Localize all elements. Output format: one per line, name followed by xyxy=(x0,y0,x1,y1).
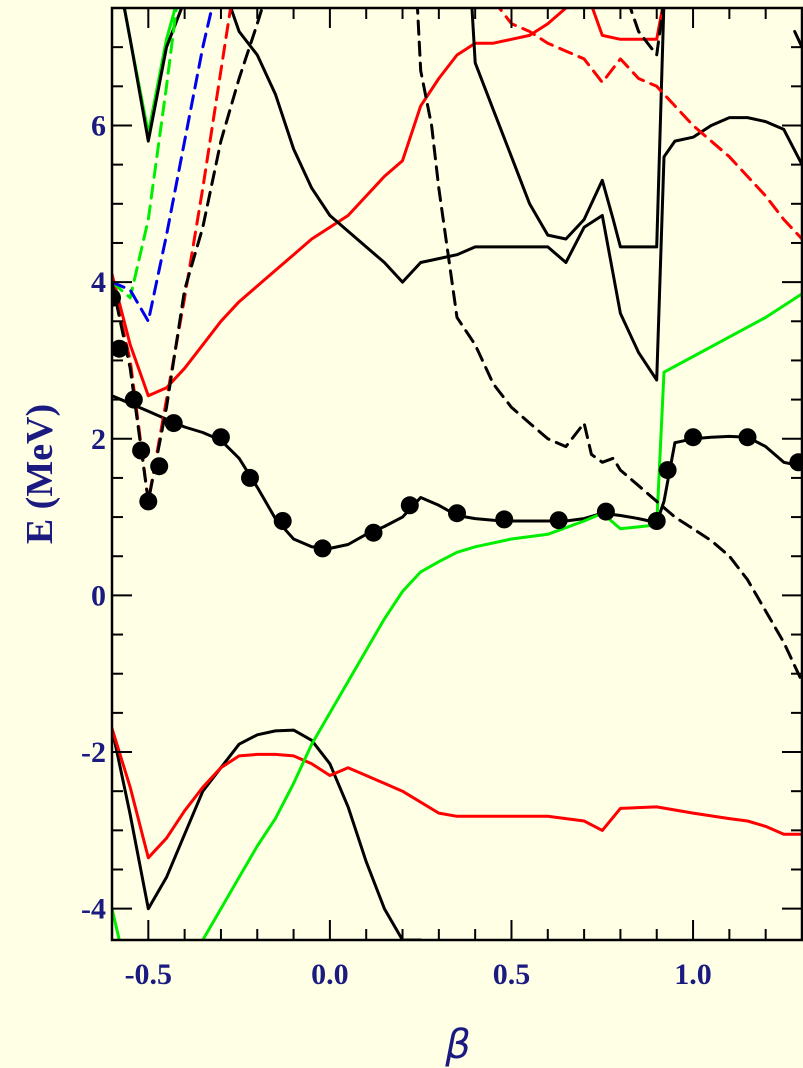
series-line-16 xyxy=(628,8,665,57)
x-tick-label-0: -0.5 xyxy=(125,958,173,991)
series-line-3 xyxy=(112,292,802,940)
data-point-2 xyxy=(124,390,143,409)
series-line-13 xyxy=(112,8,264,503)
data-point-4 xyxy=(139,492,158,511)
series-line-14 xyxy=(415,8,802,683)
data-point-8 xyxy=(241,468,259,487)
plot-frame xyxy=(110,6,803,942)
data-point-13 xyxy=(448,504,466,523)
series-line-6 xyxy=(470,8,666,249)
data-point-1 xyxy=(112,339,129,358)
data-point-18 xyxy=(658,461,677,480)
y-tick-label-0: -4 xyxy=(81,893,106,926)
data-point-6 xyxy=(164,414,183,433)
data-point-19 xyxy=(684,428,703,447)
data-point-9 xyxy=(273,512,292,530)
y-tick-label-3: 2 xyxy=(91,423,106,456)
points-layer xyxy=(112,288,802,558)
series-line-2 xyxy=(112,727,802,860)
data-point-5 xyxy=(150,457,169,476)
y-tick-label-2: 0 xyxy=(91,579,106,612)
y-axis-title: E (MeV) xyxy=(19,404,61,544)
data-point-0 xyxy=(112,288,121,307)
series-line-15 xyxy=(497,8,802,241)
tick-labels-layer: -0.5 0.0 0.5 1.0 -4 -2 0 2 4 6 xyxy=(81,109,712,991)
series-line-11 xyxy=(112,8,214,323)
data-point-7 xyxy=(211,428,230,447)
y-tick-label-1: -2 xyxy=(81,736,106,769)
data-point-12 xyxy=(400,496,419,515)
data-point-11 xyxy=(364,523,383,542)
ticks-layer xyxy=(112,7,803,940)
data-point-16 xyxy=(596,502,615,521)
data-point-17 xyxy=(647,512,666,530)
data-point-20 xyxy=(738,428,757,447)
x-axis-title: β xyxy=(444,1022,471,1068)
data-point-10 xyxy=(313,539,332,558)
series-line-1 xyxy=(112,727,423,940)
data-point-14 xyxy=(495,510,514,529)
y-tick-label-5: 6 xyxy=(91,109,106,142)
x-tick-label-2: 0.5 xyxy=(493,958,531,991)
data-point-21 xyxy=(789,453,802,472)
x-tick-label-3: 1.0 xyxy=(674,958,712,991)
series-line-0 xyxy=(112,394,802,550)
data-point-3 xyxy=(132,441,151,460)
x-tick-label-1: 0.0 xyxy=(311,958,349,991)
y-tick-label-4: 4 xyxy=(91,266,106,299)
series-line-10 xyxy=(112,8,178,300)
data-point-15 xyxy=(549,511,568,530)
series-line-4 xyxy=(112,8,665,398)
